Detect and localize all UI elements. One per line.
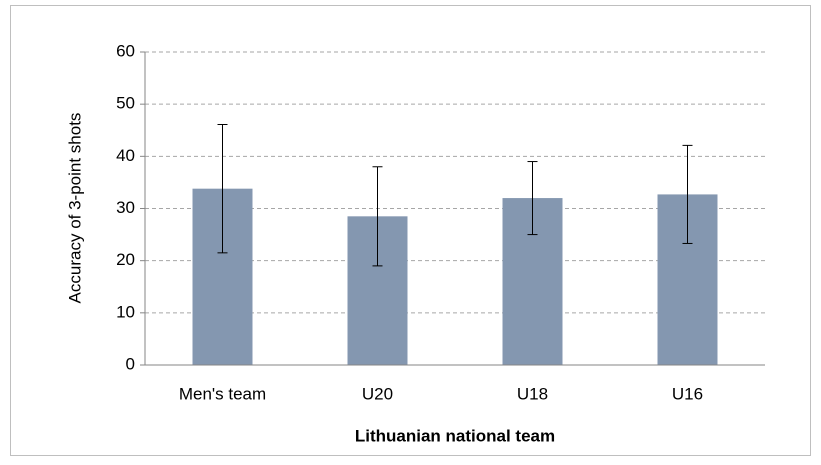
y-axis-label: Accuracy of 3-point shots [65, 113, 84, 304]
y-tick-label: 10 [116, 302, 135, 321]
y-tick-label: 50 [116, 94, 135, 113]
x-tick-label: U16 [672, 384, 703, 403]
y-tick-label: 30 [116, 198, 135, 217]
x-axis-label: Lithuanian national team [355, 426, 555, 445]
y-tick-label: 40 [116, 146, 135, 165]
x-tick-label: U18 [517, 384, 548, 403]
y-tick-label: 0 [126, 354, 135, 373]
x-tick-label: Men's team [179, 384, 266, 403]
x-tick-label: U20 [362, 384, 393, 403]
y-tick-label: 60 [116, 41, 135, 60]
y-tick-label: 20 [116, 250, 135, 269]
